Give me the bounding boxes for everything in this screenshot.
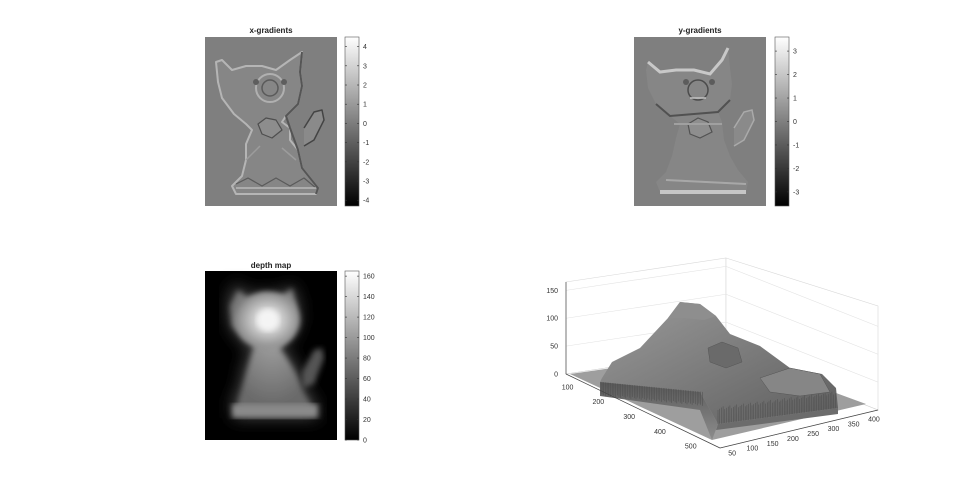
colorbar-tick-label: 4 bbox=[363, 44, 367, 51]
colorbar-tick-label: 1 bbox=[793, 96, 797, 103]
panel-title: depth map bbox=[251, 261, 292, 270]
colorbar-tick-label: -2 bbox=[363, 159, 369, 166]
colorbar-tick-label: 3 bbox=[793, 49, 797, 56]
panel-depth-map: depth map 0 20 40 60 80 100 120 140 160 bbox=[205, 261, 375, 445]
z-tick-label: 0 bbox=[554, 372, 558, 379]
colorbar-tick-label: 3 bbox=[363, 63, 367, 70]
x-tick-label: 250 bbox=[807, 431, 819, 438]
y-tick-label: 300 bbox=[623, 414, 635, 421]
y-gradient-image bbox=[634, 37, 766, 206]
colorbar-tick-label: 0 bbox=[793, 119, 797, 126]
x-tick-label: 100 bbox=[747, 446, 759, 453]
colorbar-tick-label: 2 bbox=[793, 72, 797, 79]
grid-line bbox=[725, 293, 879, 355]
colorbar-tick-label: 120 bbox=[363, 315, 375, 322]
colorbar-tick-label: -3 bbox=[793, 189, 799, 196]
colorbar-tick-label: -1 bbox=[363, 140, 369, 147]
depth-map-image bbox=[205, 271, 337, 440]
surface-axes: 0 50 100 150 100 200 300 400 500 50 100 150 200 250 30… bbox=[546, 257, 880, 458]
x-tick-label: 50 bbox=[728, 451, 736, 458]
colorbar-tick-label: 40 bbox=[363, 397, 371, 404]
colorbar-tick-label: -1 bbox=[793, 142, 799, 149]
x-tick-label: 200 bbox=[787, 436, 799, 443]
panel-surface: surface 05010015010020030040050050100150… bbox=[546, 257, 880, 458]
z-tick-label: 50 bbox=[550, 344, 558, 351]
colorbar-depth-map: 0 20 40 60 80 100 120 140 160 bbox=[344, 270, 375, 445]
colorbar-x-gradients: -4 -3 -2 -1 0 1 2 3 4 bbox=[344, 36, 369, 207]
y-tick-label: 500 bbox=[685, 444, 697, 451]
grid-line bbox=[725, 321, 879, 383]
colorbar-y-gradients: -3 -2 -1 0 1 2 3 bbox=[774, 36, 799, 207]
panel-y-gradients: y-gradients -3 -2 -1 0 1 2 3 bbox=[634, 26, 799, 207]
x-tick-label: 350 bbox=[848, 421, 860, 428]
colorbar-tick-label: -4 bbox=[363, 198, 369, 205]
colorbar-tick-label: -3 bbox=[363, 179, 369, 186]
z-tick-label: 100 bbox=[546, 316, 558, 323]
y-tick-label: 100 bbox=[562, 384, 574, 391]
x-gradient-image bbox=[205, 37, 337, 206]
x-tick-label: 300 bbox=[828, 426, 840, 433]
grid-line bbox=[725, 266, 879, 327]
colorbar-tick-label: 1 bbox=[363, 102, 367, 109]
colorbar-tick-label: 140 bbox=[363, 294, 375, 301]
z-tick-label: 150 bbox=[546, 288, 558, 295]
panel-title: y-gradients bbox=[678, 26, 722, 35]
colorbar-tick-label: 160 bbox=[363, 274, 375, 281]
colorbar-tick-label: 0 bbox=[363, 438, 367, 445]
colorbar-tick-label: 0 bbox=[363, 121, 367, 128]
panel-title: x-gradients bbox=[249, 26, 293, 35]
y-tick-label: 400 bbox=[654, 429, 666, 436]
panel-x-gradients: x-gradients -4 -3 -2 -1 0 1 2 3 4 bbox=[205, 26, 369, 207]
colorbar-tick-label: -2 bbox=[793, 166, 799, 173]
colorbar-tick-label: 20 bbox=[363, 417, 371, 424]
y-tick-label: 200 bbox=[593, 399, 605, 406]
colorbar-tick-label: 60 bbox=[363, 376, 371, 383]
grid-line bbox=[565, 293, 727, 319]
colorbar-tick-label: 100 bbox=[363, 335, 375, 342]
grid-line bbox=[565, 266, 727, 291]
x-tick-label: 400 bbox=[868, 416, 880, 423]
x-tick-label: 150 bbox=[767, 441, 779, 448]
colorbar-tick-label: 2 bbox=[363, 83, 367, 90]
colorbar-tick-label: 80 bbox=[363, 356, 371, 363]
